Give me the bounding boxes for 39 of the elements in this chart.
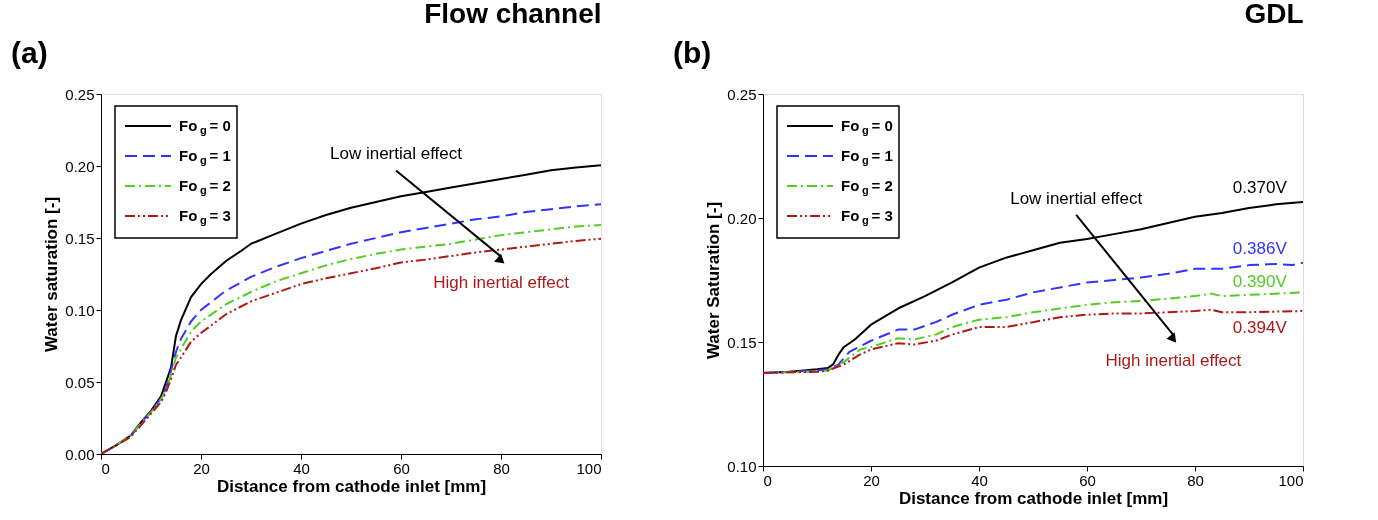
text: (b) xyxy=(673,36,712,69)
annotation: High inertial effect xyxy=(433,272,570,292)
y-tick-label: 0.15 xyxy=(727,333,757,351)
y-tick-label: 0.10 xyxy=(65,301,95,319)
annotation: High inertial effect xyxy=(1105,351,1242,371)
x-tick-label: 60 xyxy=(393,459,410,477)
x-tick-label: 100 xyxy=(1278,471,1304,489)
x-tick-label: 0 xyxy=(763,471,772,489)
y-axis-title: Water Saturation [-] xyxy=(704,201,724,360)
chart-title: GDL xyxy=(1244,0,1304,29)
line-series xyxy=(763,308,1303,374)
x-tick-label: 60 xyxy=(1079,471,1096,489)
x-tick-label: 100 xyxy=(576,459,602,477)
annotation: Low inertial effect xyxy=(1010,188,1143,208)
x-tick-label: 0 xyxy=(101,459,110,477)
x-tick-label: 40 xyxy=(971,471,988,489)
annotation: 0.390V xyxy=(1232,271,1288,291)
y-tick-label: 0.00 xyxy=(65,445,95,463)
x-axis-title: Distance from cathode inlet [mm] xyxy=(216,476,487,496)
y-tick-label: 0.20 xyxy=(65,157,95,175)
y-tick-label: 0.20 xyxy=(727,209,757,227)
x-tick-label: 80 xyxy=(493,459,510,477)
chart-title: Flow channel xyxy=(424,0,602,29)
annotation: Low inertial effect xyxy=(330,144,463,164)
annotation: 0.370V xyxy=(1232,178,1288,198)
x-tick-label: 80 xyxy=(1187,471,1204,489)
y-tick-label: 0.10 xyxy=(727,457,757,475)
annotation: 0.394V xyxy=(1232,317,1288,337)
x-axis-title: Distance from cathode inlet [mm] xyxy=(898,488,1169,508)
y-tick-label: 0.15 xyxy=(65,229,95,247)
annotation: 0.386V xyxy=(1232,238,1288,258)
y-tick-label: 0.05 xyxy=(65,373,95,391)
text: (a) xyxy=(11,36,48,69)
y-tick-label: 0.25 xyxy=(727,85,757,103)
y-axis-title: Water saturation [-] xyxy=(42,196,62,353)
y-tick-label: 0.25 xyxy=(65,85,95,103)
x-tick-label: 20 xyxy=(193,459,210,477)
x-tick-label: 40 xyxy=(293,459,310,477)
x-tick-label: 20 xyxy=(863,471,880,489)
